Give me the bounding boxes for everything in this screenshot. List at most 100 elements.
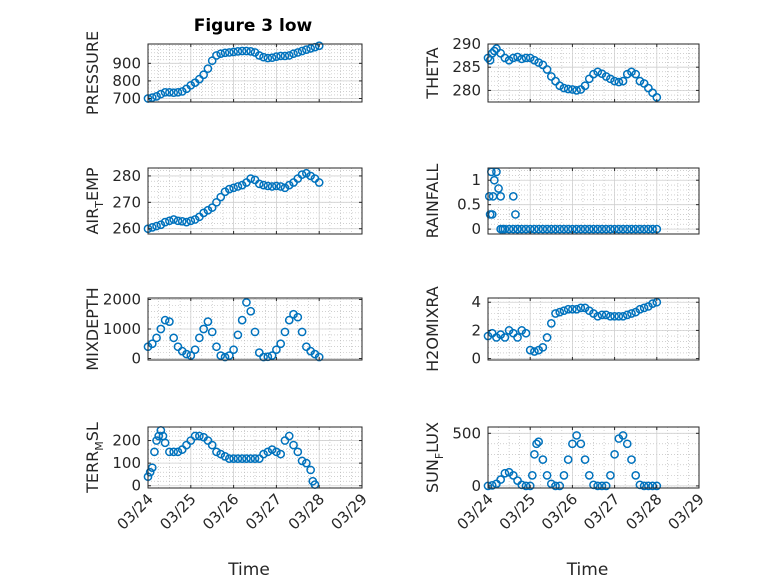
data-point	[186, 80, 196, 90]
y-tick-label: 0.5	[457, 196, 481, 214]
data-point	[521, 328, 531, 338]
data-point	[487, 481, 497, 490]
data-point	[542, 65, 552, 74]
data-point	[306, 465, 315, 475]
data-point	[601, 481, 611, 491]
data-point	[147, 463, 157, 473]
data-point	[513, 224, 522, 234]
data-point	[614, 311, 624, 321]
data-point	[169, 88, 179, 98]
data-point	[538, 455, 548, 464]
data-point	[272, 447, 281, 457]
data-point	[555, 307, 565, 317]
data-point	[610, 449, 619, 459]
data-point	[606, 311, 615, 321]
axes-box	[147, 43, 363, 103]
data-point	[648, 481, 657, 491]
data-point	[597, 481, 607, 491]
y-axis-label: THETA	[423, 47, 442, 99]
y-tick-label: 500	[452, 424, 481, 442]
data-point	[610, 311, 619, 321]
data-point	[530, 347, 539, 356]
axes-box	[487, 426, 700, 489]
data-series	[483, 431, 662, 491]
data-point	[530, 224, 539, 234]
data-point	[530, 55, 539, 65]
data-point	[631, 69, 641, 79]
data-point	[606, 74, 615, 84]
y-tick-label: 0	[131, 350, 141, 368]
data-point	[568, 439, 577, 449]
data-point	[207, 440, 217, 450]
data-series	[143, 298, 324, 362]
data-point	[173, 342, 183, 352]
y-axis-label-part: MIXDEPTH	[83, 287, 102, 370]
data-point	[508, 224, 518, 234]
data-point	[190, 215, 200, 224]
data-point	[169, 447, 179, 457]
data-point	[563, 304, 573, 314]
data-point	[237, 315, 247, 325]
data-point	[177, 87, 187, 96]
data-point	[559, 224, 569, 234]
plot-area	[488, 44, 699, 102]
data-point	[220, 187, 230, 197]
data-point	[203, 205, 213, 215]
data-point	[293, 447, 303, 457]
data-point	[147, 339, 157, 349]
data-point	[525, 481, 535, 491]
data-point	[203, 64, 213, 73]
data-point	[233, 47, 243, 56]
data-point	[259, 180, 268, 190]
data-point	[280, 327, 290, 337]
data-point	[635, 76, 645, 86]
data-point	[644, 481, 653, 491]
data-point	[152, 92, 161, 101]
data-point	[538, 342, 548, 352]
data-point	[601, 72, 611, 81]
data-point	[242, 298, 251, 307]
axes-box	[487, 43, 700, 103]
data-point	[254, 51, 264, 60]
data-point	[224, 184, 234, 194]
data-point	[487, 210, 497, 219]
data-point	[627, 224, 636, 234]
data-point	[648, 299, 657, 308]
data-point	[293, 312, 303, 322]
data-point	[216, 449, 226, 459]
data-point	[242, 454, 251, 463]
y-tick-label: 900	[112, 54, 141, 72]
data-point	[500, 224, 510, 234]
data-point	[580, 224, 590, 234]
data-point	[500, 53, 510, 63]
y-tick-label: 260	[112, 220, 141, 238]
data-point	[267, 53, 277, 63]
data-point	[297, 456, 307, 466]
panel-theta: 280 285 290 THETA	[423, 35, 700, 103]
data-point	[199, 70, 208, 80]
data-point	[237, 46, 247, 56]
data-point	[263, 53, 273, 63]
data-point	[190, 431, 200, 441]
data-point	[276, 339, 286, 349]
data-point	[182, 217, 191, 227]
data-point	[314, 41, 324, 51]
data-point	[500, 468, 510, 478]
data-point	[306, 44, 315, 53]
panel-rainfall: 0 0.5 1 RAINFALL	[423, 164, 700, 238]
data-point	[177, 216, 187, 226]
data-point	[652, 481, 662, 491]
y-tick-label: 200	[112, 432, 141, 450]
data-point	[508, 471, 518, 480]
data-point	[576, 224, 586, 234]
data-point	[182, 440, 191, 450]
data-point	[254, 454, 264, 463]
data-point	[246, 47, 256, 56]
data-point	[601, 224, 611, 234]
data-point	[220, 48, 230, 58]
data-point	[212, 447, 221, 457]
data-point	[156, 220, 166, 230]
data-point	[584, 471, 594, 480]
data-point	[504, 224, 514, 234]
